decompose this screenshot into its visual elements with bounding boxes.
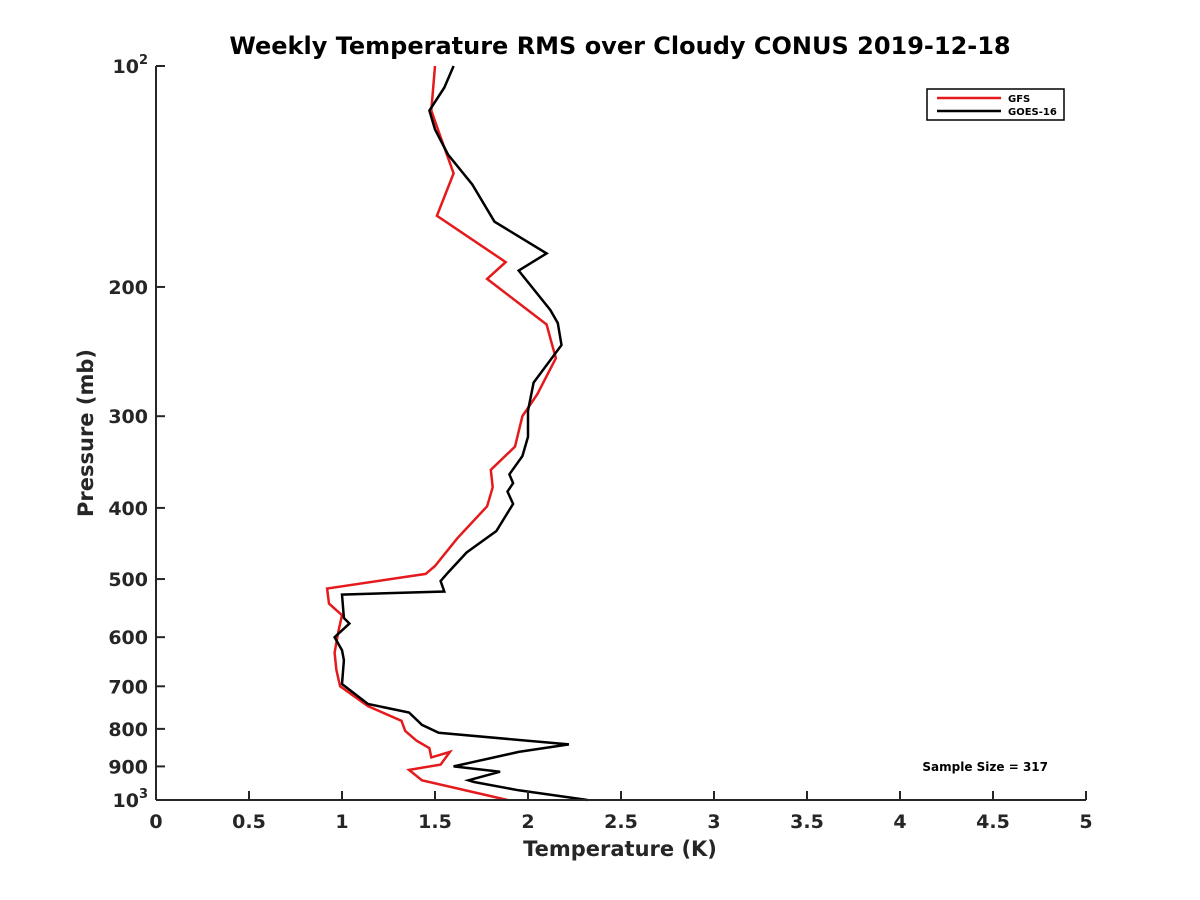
x-axis-label: Temperature (K) — [523, 837, 717, 861]
x-tick-label: 2.5 — [604, 811, 638, 833]
legend: GFS GOES-16 — [926, 88, 1065, 121]
sample-size-annotation: Sample Size = 317 — [922, 760, 1048, 774]
x-tick-label: 3.5 — [790, 811, 824, 833]
y-axis-ticks: 102 200 300 400 500 600 700 800 900 103 — [108, 53, 165, 812]
y-tick-label: 500 — [108, 569, 148, 591]
legend-box — [926, 88, 1065, 121]
x-tick-label: 5 — [1079, 811, 1092, 833]
y-tick-label: 600 — [108, 627, 148, 649]
y-tick-label: 700 — [108, 676, 148, 698]
series-line-gfs — [325, 65, 558, 802]
x-tick-label: 0 — [149, 811, 162, 833]
y-tick-label: 102 — [113, 53, 149, 78]
series-line-goes-16 — [333, 65, 588, 802]
y-tick-label: 400 — [108, 498, 148, 520]
y-tick-label: 300 — [108, 406, 148, 428]
x-tick-label: 4 — [893, 811, 906, 833]
x-axis-ticks: 0 0.5 1 1.5 2 2.5 3 3.5 4 4.5 5 — [149, 791, 1093, 833]
x-tick-label: 1.5 — [418, 811, 452, 833]
plot-area — [156, 66, 1086, 800]
series-layer — [325, 65, 588, 802]
y-axis-label: Pressure (mb) — [74, 349, 98, 517]
legend-label: GOES-16 — [1008, 107, 1057, 118]
x-tick-label: 1 — [335, 811, 348, 833]
x-tick-label: 0.5 — [232, 811, 266, 833]
x-tick-label: 3 — [707, 811, 720, 833]
y-tick-label: 900 — [108, 756, 148, 778]
y-tick-label: 103 — [113, 787, 149, 812]
legend-label: GFS — [1008, 94, 1030, 105]
x-tick-label: 4.5 — [976, 811, 1010, 833]
x-tick-label: 2 — [521, 811, 534, 833]
chart-title: Weekly Temperature RMS over Cloudy CONUS… — [229, 32, 1010, 60]
plot-background — [156, 66, 1086, 800]
y-tick-label: 200 — [108, 277, 148, 299]
y-tick-label: 800 — [108, 719, 148, 741]
